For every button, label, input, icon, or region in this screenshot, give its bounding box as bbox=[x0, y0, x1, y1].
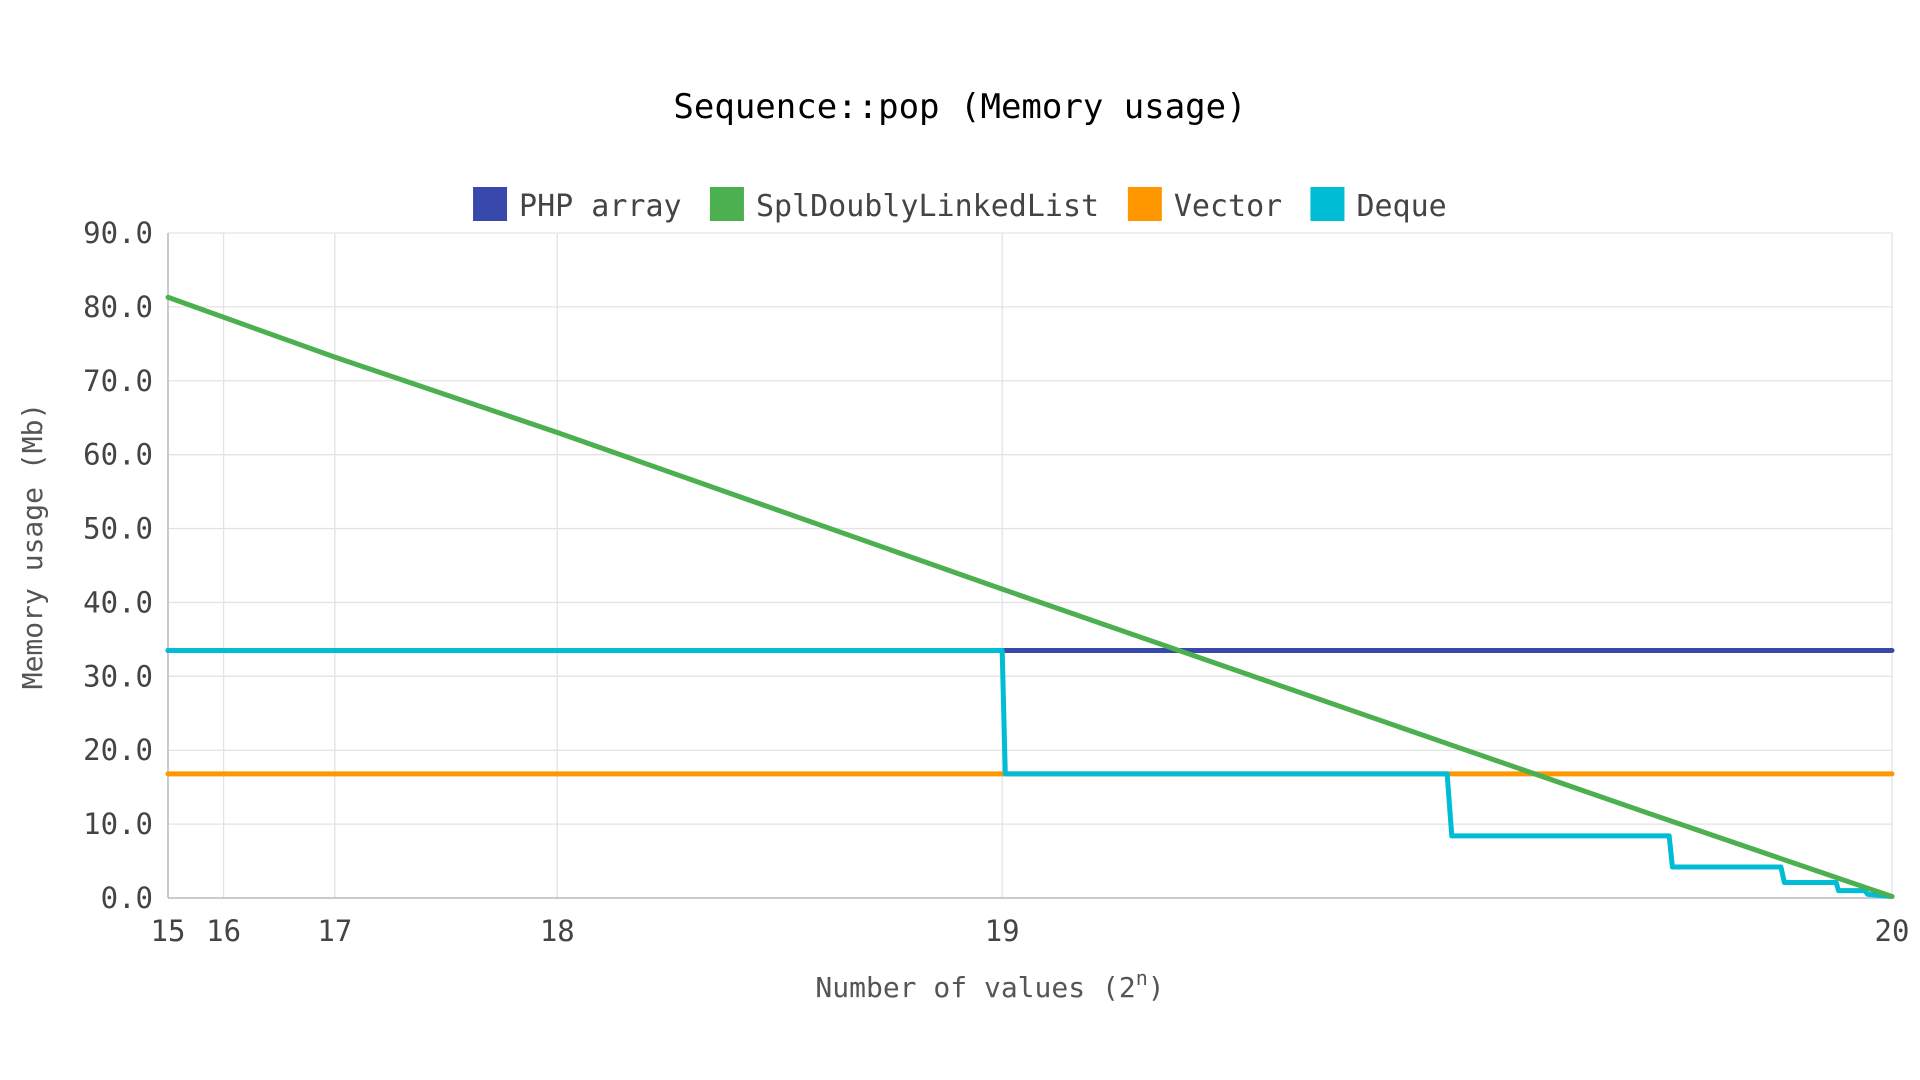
legend-label: SplDoublyLinkedList bbox=[756, 189, 1099, 224]
legend-swatch bbox=[1310, 187, 1345, 221]
grid bbox=[167, 232, 1893, 899]
series-line-deque bbox=[165, 647, 1895, 900]
y-tick-label: 60.0 bbox=[83, 438, 153, 472]
x-axis-title-close: ) bbox=[1148, 971, 1165, 1004]
x-tick-label: 20 bbox=[1875, 914, 1910, 948]
series-layer bbox=[165, 294, 1895, 900]
legend-label: PHP array bbox=[519, 189, 682, 224]
y-tick-label: 0.0 bbox=[101, 881, 153, 915]
y-tick-label: 20.0 bbox=[83, 733, 153, 767]
legend-swatch bbox=[1127, 187, 1162, 221]
x-tick-label: 17 bbox=[317, 914, 352, 948]
y-tick-label: 70.0 bbox=[83, 364, 153, 398]
y-tick-label: 30.0 bbox=[83, 659, 153, 693]
x-tick-label: 16 bbox=[206, 914, 241, 948]
axes bbox=[167, 233, 1892, 899]
y-tick-label: 10.0 bbox=[83, 807, 153, 841]
legend-item-vector[interactable]: Vector bbox=[1127, 187, 1282, 224]
legend-item-deque[interactable]: Deque bbox=[1310, 187, 1447, 224]
x-axis-title-main: Number of values (2 bbox=[815, 971, 1135, 1004]
legend-item-spldoublylinkedlist[interactable]: SplDoublyLinkedList bbox=[709, 187, 1099, 224]
chart-title: Sequence::pop (Memory usage) bbox=[673, 87, 1246, 127]
legend-swatch bbox=[473, 187, 508, 221]
legend-label: Deque bbox=[1356, 189, 1446, 224]
legend-swatch bbox=[709, 187, 744, 221]
y-tick-label: 80.0 bbox=[83, 290, 153, 324]
x-tick-label: 18 bbox=[540, 914, 575, 948]
y-tick-label: 40.0 bbox=[83, 585, 153, 619]
x-axis-title: Number of values (2n) bbox=[815, 966, 1164, 1004]
y-tick-label: 90.0 bbox=[83, 216, 153, 250]
legend: PHP array SplDoublyLinkedList Vector Deque bbox=[473, 187, 1447, 224]
y-axis-title: Memory usage (Mb) bbox=[16, 403, 49, 690]
ticks: 0.0 10.0 20.0 30.0 40.0 50.0 60.0 70.0 80.0 90.0 1… bbox=[83, 216, 1909, 948]
x-axis-title-superscript: n bbox=[1136, 966, 1148, 990]
legend-item-php-array[interactable]: PHP array bbox=[473, 187, 682, 224]
legend-label: Vector bbox=[1174, 189, 1282, 224]
x-tick-label: 19 bbox=[985, 914, 1020, 948]
series-line-spldoublylinkedlist bbox=[165, 294, 1895, 900]
y-tick-label: 50.0 bbox=[83, 512, 153, 546]
x-tick-label: 15 bbox=[151, 914, 186, 948]
